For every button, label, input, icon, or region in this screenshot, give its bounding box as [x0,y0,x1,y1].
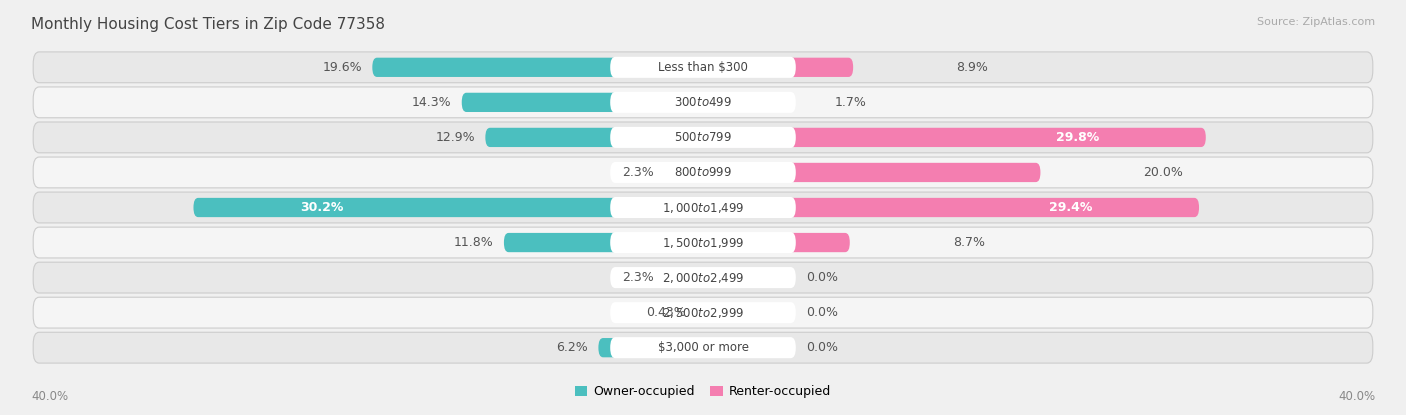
Text: 1.7%: 1.7% [835,96,866,109]
FancyBboxPatch shape [610,92,796,113]
FancyBboxPatch shape [696,303,703,322]
FancyBboxPatch shape [34,262,1372,293]
Text: $2,500 to $2,999: $2,500 to $2,999 [662,305,744,320]
Legend: Owner-occupied, Renter-occupied: Owner-occupied, Renter-occupied [569,380,837,403]
FancyBboxPatch shape [610,337,796,358]
Text: 6.2%: 6.2% [557,341,588,354]
Text: 0.43%: 0.43% [645,306,686,319]
Text: $800 to $999: $800 to $999 [673,166,733,179]
Text: 14.3%: 14.3% [412,96,451,109]
FancyBboxPatch shape [34,52,1372,83]
Text: 40.0%: 40.0% [1339,390,1375,403]
FancyBboxPatch shape [34,122,1372,153]
Text: $2,000 to $2,499: $2,000 to $2,499 [662,271,744,285]
FancyBboxPatch shape [703,128,1206,147]
FancyBboxPatch shape [664,163,703,182]
FancyBboxPatch shape [610,57,796,78]
FancyBboxPatch shape [34,192,1372,223]
Text: $1,500 to $1,999: $1,500 to $1,999 [662,236,744,249]
FancyBboxPatch shape [194,198,703,217]
Text: $1,000 to $1,499: $1,000 to $1,499 [662,200,744,215]
FancyBboxPatch shape [599,338,703,357]
Text: 29.8%: 29.8% [1056,131,1099,144]
Text: 19.6%: 19.6% [322,61,363,74]
Text: 8.9%: 8.9% [956,61,988,74]
Text: 0.0%: 0.0% [806,271,838,284]
FancyBboxPatch shape [34,297,1372,328]
Text: 2.3%: 2.3% [623,271,654,284]
Text: $300 to $499: $300 to $499 [673,96,733,109]
FancyBboxPatch shape [461,93,703,112]
Text: 11.8%: 11.8% [454,236,494,249]
Text: Source: ZipAtlas.com: Source: ZipAtlas.com [1257,17,1375,27]
FancyBboxPatch shape [703,58,853,77]
FancyBboxPatch shape [610,197,796,218]
FancyBboxPatch shape [503,233,703,252]
FancyBboxPatch shape [703,233,849,252]
FancyBboxPatch shape [34,157,1372,188]
FancyBboxPatch shape [703,198,1199,217]
FancyBboxPatch shape [703,93,731,112]
FancyBboxPatch shape [34,87,1372,118]
FancyBboxPatch shape [610,232,796,253]
Text: Less than $300: Less than $300 [658,61,748,74]
Text: $3,000 or more: $3,000 or more [658,341,748,354]
FancyBboxPatch shape [34,227,1372,258]
FancyBboxPatch shape [610,267,796,288]
FancyBboxPatch shape [610,302,796,323]
Text: 40.0%: 40.0% [31,390,67,403]
Text: 20.0%: 20.0% [1143,166,1184,179]
Text: 12.9%: 12.9% [436,131,475,144]
FancyBboxPatch shape [703,163,1040,182]
Text: 2.3%: 2.3% [623,166,654,179]
Text: 30.2%: 30.2% [299,201,343,214]
FancyBboxPatch shape [34,332,1372,363]
FancyBboxPatch shape [373,58,703,77]
Text: 0.0%: 0.0% [806,306,838,319]
FancyBboxPatch shape [610,127,796,148]
FancyBboxPatch shape [485,128,703,147]
Text: Monthly Housing Cost Tiers in Zip Code 77358: Monthly Housing Cost Tiers in Zip Code 7… [31,17,385,32]
Text: 8.7%: 8.7% [953,236,984,249]
Text: 0.0%: 0.0% [806,341,838,354]
Text: 29.4%: 29.4% [1049,201,1092,214]
Text: $500 to $799: $500 to $799 [673,131,733,144]
FancyBboxPatch shape [610,162,796,183]
FancyBboxPatch shape [664,268,703,287]
